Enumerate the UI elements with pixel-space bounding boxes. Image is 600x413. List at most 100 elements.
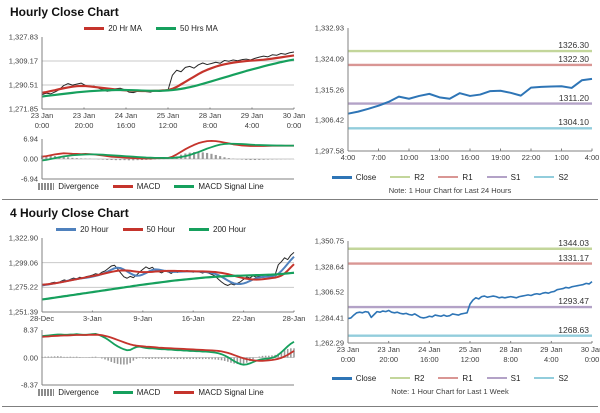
x-tick-line: 28 Jan xyxy=(198,111,222,120)
legend-item: R2 xyxy=(390,173,424,182)
hourly-price-legend: 20 Hr MA 50 Hrs MA xyxy=(2,21,300,35)
x-tick-label: 29 Jan 4:00 xyxy=(540,345,563,365)
fourhourly-macd-y-axis: 8.37 0.00 -8.37 xyxy=(2,326,42,390)
legend-label: S2 xyxy=(558,373,569,383)
legend-label: MACD xyxy=(136,181,161,191)
y-tick-label: 1,328.64 xyxy=(314,262,344,271)
pivot-1week-panel: 1,350.75 1,328.64 1,306.52 1,284.41 1,262.29… xyxy=(302,203,600,403)
y-tick-label: 0.00 xyxy=(23,154,38,164)
pivot-24h-y-axis: 1,332.93 1,324.09 1,315.26 1,306.42 1,297.58 xyxy=(302,24,348,156)
y-tick-label: 1,332.93 xyxy=(314,23,344,33)
legend-item: R1 xyxy=(438,373,473,383)
x-tick-line: 30 Jan xyxy=(580,345,600,354)
s2-pivot-label: 1268.63 xyxy=(558,324,589,335)
x-tick-line: 0:00 xyxy=(286,120,302,130)
legend-label: Divergence xyxy=(58,387,99,397)
legend-label: S1 xyxy=(510,172,521,182)
y-tick-label: 1,251.39 xyxy=(8,307,38,317)
r1-pivot-label: 1322.30 xyxy=(558,53,589,64)
x-tick-line: 16:00 xyxy=(460,153,480,162)
macd-signal-line-legend-swatch xyxy=(174,390,195,394)
y-tick-label: 1,315.26 xyxy=(314,85,344,94)
legend-item: S1 xyxy=(486,374,520,383)
y-tick-label: 1,275.22 xyxy=(8,282,38,292)
x-tick-label: 3-Jan xyxy=(83,314,102,324)
x-tick-line: 4:00 xyxy=(544,354,559,364)
pivot-24h-chart: 1,332.93 1,324.09 1,315.26 1,306.42 1,297.58… xyxy=(302,24,600,164)
x-tick-line: 22-Jan xyxy=(232,314,256,323)
x-tick-label: 28-Jan xyxy=(283,314,306,324)
x-tick-label: 28-Dec xyxy=(30,314,54,324)
legend-label: 50 Hrs MA xyxy=(180,23,218,33)
x-tick-line: 12:00 xyxy=(460,354,480,364)
x-tick-line: 1:00 xyxy=(554,153,569,162)
y-tick-label: 8.37 xyxy=(23,325,38,335)
close-legend-swatch xyxy=(331,175,352,179)
y-tick-label: -8.37 xyxy=(20,380,38,390)
legend-label: 200 Hour xyxy=(213,224,246,234)
x-tick-line: 16:00 xyxy=(419,354,439,364)
four-hourly-price-legend: 20 Hour 50 Hour 200 Hour xyxy=(2,222,300,236)
hourly-macd-y-axis: 6.94 0.00 -6.94 xyxy=(2,135,42,184)
fourhourly-macd-svg xyxy=(41,330,295,385)
pivot-24h-plot-area: 1326.30 1322.30 1311.20 1304.10 xyxy=(348,28,592,151)
50-hrs-ma-legend-swatch xyxy=(156,26,176,30)
four-hourly-price-chart: 1,322.90 1,299.06 1,275.22 1,251.39 28-Dec 3-… xyxy=(2,234,306,325)
x-tick-line: 24 Jan xyxy=(418,345,441,354)
legend-item: MACD Signal Line xyxy=(174,388,264,397)
s1-pivot-label: 1311.20 xyxy=(558,92,589,103)
legend-label: Close xyxy=(355,373,377,383)
four-hourly-chart-title: 4 Hourly Close Chart xyxy=(10,206,129,220)
y-tick-label: 0.00 xyxy=(23,353,38,362)
r2-pivot-label: 1326.30 xyxy=(558,40,589,51)
pivot-1week-chart: 1,350.75 1,328.64 1,306.52 1,284.41 1,262.29… xyxy=(302,237,600,367)
fourhourly-price-x-axis: 28-Dec 3-Jan 9-Jan 16-Jan 22-Jan 28-Jan xyxy=(30,312,306,325)
pivot-24h-note: Note: 1 Hour Chart for Last 24 Hours xyxy=(388,186,512,195)
fourhourly-macd-plot-area xyxy=(41,330,295,385)
y-tick-label: 1,322.90 xyxy=(8,233,38,243)
y-tick-label: 1,324.09 xyxy=(314,54,344,64)
legend-label: R1 xyxy=(462,172,473,182)
x-tick-line: 7:00 xyxy=(371,153,386,162)
pivot-24h-svg xyxy=(348,28,592,151)
x-tick-label: 1:00 xyxy=(554,153,569,163)
20-hour-legend-swatch xyxy=(56,227,77,231)
legend-item: R1 xyxy=(438,172,473,182)
fourhourly-price-plot-area xyxy=(42,238,294,312)
x-tick-line: 20:00 xyxy=(379,354,399,364)
x-tick-label: 24 Jan 16:00 xyxy=(115,111,138,131)
x-tick-label: 9-Jan xyxy=(133,314,152,324)
x-tick-line: 28-Dec xyxy=(29,314,55,323)
macd-signal-line-legend-swatch xyxy=(174,184,195,188)
legend-item: Divergence xyxy=(38,181,99,191)
x-tick-line: 13:00 xyxy=(430,153,449,162)
fourhourly-price-y-axis: 1,322.90 1,299.06 1,275.22 1,251.39 xyxy=(2,234,42,317)
pivot-24h-legend: Close R2 R1 S1 S2 xyxy=(302,170,598,184)
r1-legend-swatch xyxy=(438,176,459,178)
legend-item: MACD Signal Line xyxy=(174,181,264,191)
legend-label: Divergence xyxy=(58,181,99,191)
hourly-macd-legend: Divergence MACD MACD Signal Line xyxy=(2,179,300,193)
y-tick-label: 1,309.17 xyxy=(8,56,38,66)
legend-label: R1 xyxy=(462,373,473,383)
divergence-legend-swatch xyxy=(38,182,55,190)
x-tick-line: 22:00 xyxy=(521,153,541,162)
x-tick-label: 23 Jan 20:00 xyxy=(377,345,400,365)
x-tick-line: 0:00 xyxy=(584,354,600,364)
legend-label: MACD Signal Line xyxy=(198,181,264,191)
legend-label: MACD xyxy=(136,387,161,397)
legend-item: 50 Hour xyxy=(122,225,175,234)
x-tick-line: 23 Jan xyxy=(336,345,360,354)
legend-item: R2 xyxy=(390,374,424,383)
legend-label: R2 xyxy=(414,373,425,383)
separator-line-top xyxy=(2,199,598,200)
hourly-price-y-axis: 1,327.83 1,309.17 1,290.51 1,271.85 xyxy=(2,33,42,114)
x-tick-line: 12:00 xyxy=(158,120,178,130)
x-tick-label: 25 Jan 12:00 xyxy=(459,345,482,365)
s1-pivot-label: 1293.47 xyxy=(558,296,589,307)
pivot-24h-x-axis: 4:00 7:00 10:00 13:00 16:00 19:00 22:00 1:00 4:0… xyxy=(341,151,600,164)
y-tick-label: 1,306.42 xyxy=(314,115,344,125)
legend-item: MACD xyxy=(112,387,161,397)
x-tick-line: 24 Jan xyxy=(114,111,138,120)
